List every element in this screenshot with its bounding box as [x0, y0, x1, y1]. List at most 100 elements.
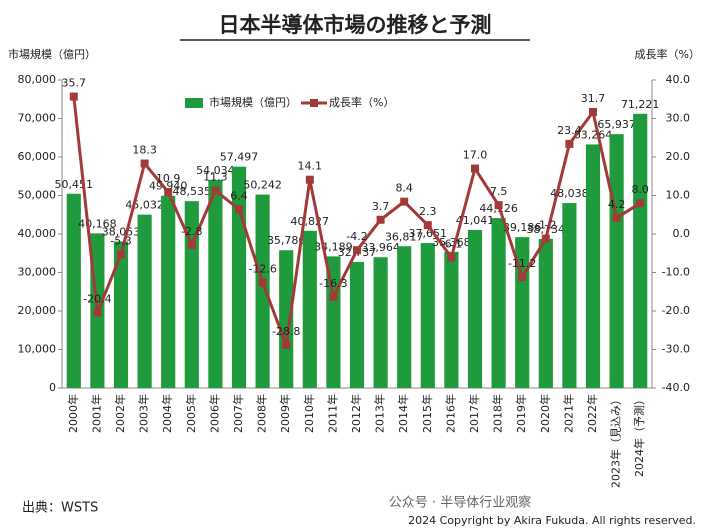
x-tick-label: 2023年（見込み）	[609, 394, 623, 488]
growth-marker	[423, 221, 432, 230]
y2-tick-label: 30.0	[666, 112, 691, 125]
y-tick-label: 10,000	[18, 343, 57, 356]
y2-tick-label: -40.0	[662, 381, 690, 394]
y2-tick-label: -10.0	[662, 266, 690, 279]
growth-value-label: 14.1	[298, 160, 323, 173]
x-tick-label: 2021年	[561, 394, 575, 433]
bar	[302, 230, 317, 388]
bar-value-label: 49,940	[149, 180, 188, 193]
y-tick-label: 80,000	[18, 73, 57, 86]
y-tick-label: 50,000	[18, 189, 57, 202]
bar	[161, 195, 176, 388]
bar	[66, 193, 81, 388]
x-tick-label: 2010年	[302, 394, 316, 433]
copyright: 2024 Copyright by Akira Fukuda. All righ…	[408, 514, 696, 527]
bar	[467, 229, 483, 388]
growth-value-label: 6.4	[230, 189, 248, 202]
y-tick-label: 60,000	[18, 150, 57, 163]
y-axis-title: 市場規模（億円）	[8, 47, 96, 61]
growth-marker	[211, 186, 220, 195]
x-tick-label: 2005年	[184, 394, 198, 433]
growth-value-label: 8.4	[395, 182, 413, 195]
bar	[491, 218, 506, 388]
bar-value-label: 41,041	[456, 214, 495, 227]
growth-marker	[494, 201, 503, 210]
growth-marker	[282, 340, 291, 349]
y-tick-label: 20,000	[18, 304, 57, 317]
growth-marker	[636, 199, 645, 208]
bar-value-label: 40,827	[291, 215, 330, 228]
bar-value-label: 36,817	[385, 230, 424, 243]
bar-value-label: 50,451	[55, 178, 94, 191]
growth-marker	[164, 188, 173, 197]
bar	[397, 246, 412, 388]
bar	[255, 194, 270, 388]
bar	[208, 179, 223, 388]
x-tick-label: 2020年	[538, 394, 552, 433]
bar-value-label: 48,535	[173, 185, 212, 198]
growth-value-label: 31.7	[581, 92, 606, 105]
growth-value-label: -16.3	[319, 277, 347, 290]
x-tick-label: 2001年	[89, 394, 103, 433]
growth-value-label: 23.4	[557, 124, 582, 137]
bar-value-label: 57,497	[220, 151, 259, 164]
growth-marker	[565, 139, 574, 148]
growth-value-label: 11.3	[203, 170, 228, 183]
x-tick-label: 2014年	[396, 394, 410, 433]
legend-swatch	[310, 99, 318, 107]
bar-value-label: 54,034	[196, 164, 235, 177]
y2-tick-label: 10.0	[666, 189, 691, 202]
bar	[538, 238, 553, 388]
legend-label: 市場規模（億円）	[209, 95, 297, 109]
bar-value-label: 50,242	[243, 179, 282, 192]
y-tick-label: 70,000	[18, 112, 57, 125]
x-tick-label: 2008年	[255, 394, 269, 433]
growth-marker	[612, 213, 621, 222]
growth-marker	[589, 107, 597, 116]
growth-marker	[329, 292, 338, 301]
watermark: 公众号 · 半导体行业观察	[389, 496, 531, 511]
growth-marker	[235, 205, 243, 214]
growth-value-label: -1.2	[535, 219, 556, 232]
y2-tick-label: -30.0	[662, 343, 690, 356]
growth-value-label: 4.2	[608, 198, 626, 211]
growth-value-label: 18.3	[132, 144, 157, 157]
growth-marker	[140, 159, 149, 168]
bar	[279, 250, 294, 388]
growth-marker	[258, 278, 267, 287]
x-tick-label: 2002年	[113, 394, 127, 433]
growth-value-label: 7.5	[490, 185, 508, 198]
growth-value-label: -5.3	[110, 234, 131, 247]
growth-value-label: -6.1	[441, 237, 462, 250]
y2-tick-label: 20.0	[666, 150, 691, 163]
growth-value-label: -12.6	[248, 263, 276, 276]
growth-value-label: 3.7	[372, 200, 390, 213]
y2-tick-label: 0.0	[673, 227, 691, 240]
y2-tick-label: -20.0	[662, 304, 690, 317]
chart-title: 日本半導体市場の推移と予測	[219, 13, 492, 37]
x-tick-label: 2007年	[231, 394, 245, 433]
y-tick-label: 0	[49, 381, 56, 394]
growth-value-label: 2.3	[419, 205, 437, 218]
growth-value-label: 17.0	[463, 149, 488, 162]
x-tick-label: 2000年	[66, 394, 80, 433]
growth-value-label: 35.7	[62, 77, 87, 90]
bar-value-label: 38,734	[527, 223, 566, 236]
growth-value-label: 8.0	[631, 183, 649, 196]
growth-marker	[187, 240, 196, 249]
growth-marker	[376, 215, 385, 224]
y2-tick-label: 40.0	[666, 73, 691, 86]
x-tick-label: 2016年	[443, 394, 457, 433]
x-tick-label: 2018年	[491, 394, 505, 433]
growth-marker	[541, 234, 550, 243]
legend-swatch	[185, 98, 203, 108]
bar	[113, 241, 129, 388]
x-tick-label: 2017年	[467, 394, 481, 433]
x-tick-label: 2024年（予測）	[632, 394, 646, 477]
source: 出典：WSTS	[22, 501, 98, 516]
bar	[609, 134, 624, 388]
bar-value-label: 71,221	[621, 98, 660, 111]
x-tick-label: 2015年	[420, 394, 434, 433]
bar-value-label: 65,937	[597, 118, 636, 131]
